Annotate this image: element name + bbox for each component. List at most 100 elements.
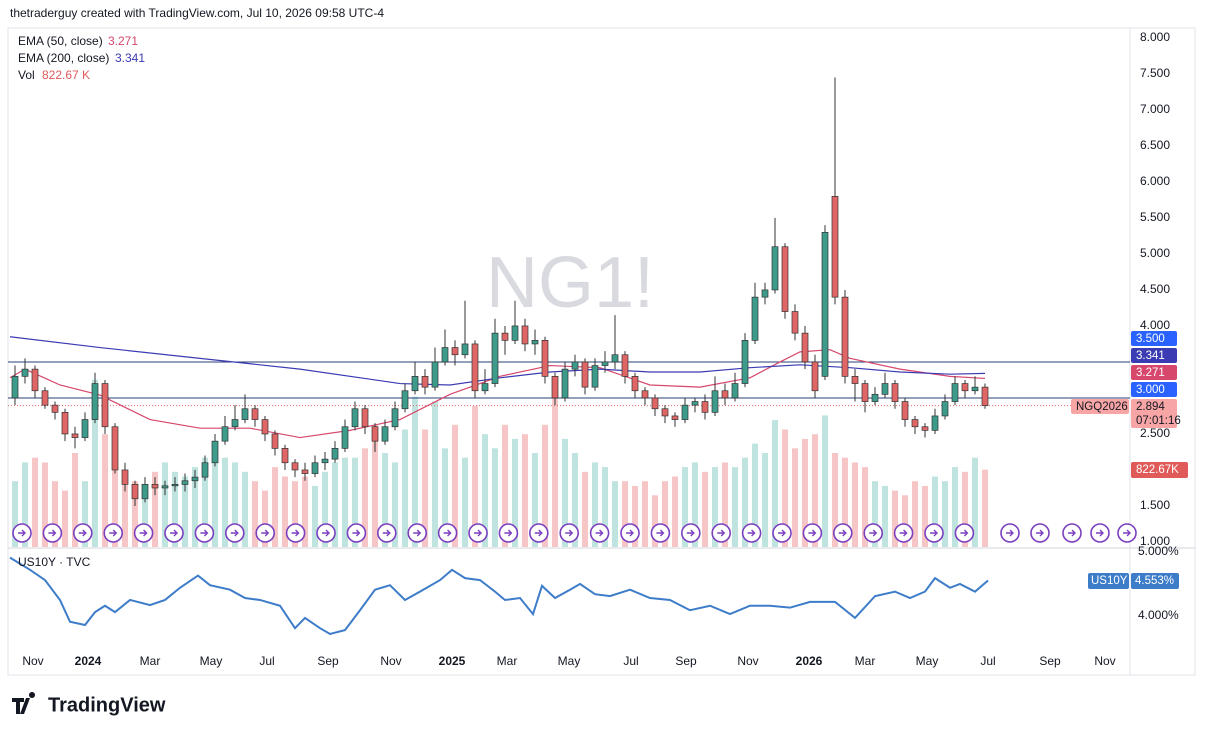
chart-frame	[7, 27, 1196, 676]
event-arrow	[1006, 529, 1014, 537]
event-arrow	[1068, 529, 1076, 537]
y-tick-label: 4.000	[1140, 318, 1170, 332]
event-arrow	[139, 529, 148, 537]
event-arrow	[1123, 529, 1131, 537]
last-price-badge: 07:01:16	[1136, 415, 1181, 427]
symbol-badge-box	[1071, 399, 1129, 414]
volume-badge: 822.67K	[1136, 464, 1179, 476]
candle-body	[541, 339, 549, 377]
volume-bar	[972, 457, 978, 547]
volume-bar	[482, 434, 488, 547]
candle-body	[891, 383, 899, 402]
candle-body	[21, 368, 29, 377]
candle-body	[741, 339, 749, 384]
event-arrow	[778, 529, 786, 537]
x-tick-label: Mar	[140, 654, 161, 668]
candle-body	[321, 458, 329, 464]
candle-body	[521, 325, 529, 345]
event-arrow	[200, 529, 209, 537]
candle-body	[241, 408, 249, 420]
volume-bar	[782, 429, 788, 547]
volume-bar	[362, 448, 368, 547]
x-tick-label: Jul	[259, 654, 274, 668]
us10y-symbol: US10Y	[1091, 575, 1128, 587]
volume-bar	[612, 481, 618, 547]
volume-bar	[902, 495, 908, 547]
volume-bar	[942, 481, 948, 547]
x-tick-label: 2026	[796, 654, 823, 668]
logo-text: TradingView	[48, 694, 166, 716]
volume-bar	[892, 490, 898, 547]
ema-line	[9, 349, 986, 439]
candle-body	[721, 390, 729, 399]
candle-body	[261, 419, 269, 435]
candle-body	[441, 347, 449, 363]
candle-body	[711, 390, 719, 413]
level-badge: 3.000	[1136, 384, 1165, 396]
volume-bar	[372, 424, 378, 547]
candle-body	[591, 365, 599, 388]
volume-bar	[872, 481, 878, 547]
candle-body	[881, 383, 889, 395]
candle-body	[421, 375, 429, 388]
y-tick-label: 7.000	[1140, 102, 1170, 116]
volume-bar	[462, 457, 468, 547]
event-arrow	[595, 529, 604, 537]
volume-bar	[342, 457, 348, 547]
candle-body	[771, 246, 779, 291]
us10y-badge-box	[1131, 573, 1179, 589]
y-tick-label: 1.000	[1140, 534, 1170, 548]
volume-bar	[532, 453, 538, 547]
legend-ema50: EMA (50, close)	[18, 34, 103, 48]
logo-mark	[12, 692, 36, 714]
volume-bar	[252, 481, 258, 547]
volume-bar	[282, 476, 288, 547]
event-arrow	[413, 529, 422, 537]
candle-body	[251, 408, 259, 420]
candle-body	[901, 401, 909, 420]
volume-bar	[832, 453, 838, 547]
volume-bar	[542, 424, 548, 547]
candle-body	[211, 440, 219, 464]
volume-bar	[92, 379, 98, 547]
ema200-badge-box	[1131, 348, 1177, 363]
volume-bar	[802, 438, 808, 547]
event-arrow	[960, 529, 969, 537]
volume-bar	[722, 462, 728, 547]
volume-bar	[382, 453, 388, 547]
level-badge: 3.500	[1136, 333, 1165, 345]
volume-bar	[752, 443, 758, 547]
candle-body	[921, 426, 929, 431]
event-arrow	[382, 529, 391, 537]
volume-bar	[732, 467, 738, 547]
y-tick-label: 5.000	[1140, 246, 1170, 260]
volume-bar	[32, 457, 38, 547]
candle-body	[731, 383, 739, 399]
candle-body	[151, 484, 159, 489]
volume-bar	[932, 476, 938, 547]
y-tick-label: 6.000	[1140, 174, 1170, 188]
candle-body	[641, 390, 649, 399]
candle-body	[351, 408, 359, 428]
candle-body	[931, 415, 939, 431]
candle-body	[371, 426, 379, 442]
volume-bar	[112, 457, 118, 547]
x-tick-label: Nov	[1094, 654, 1115, 668]
candle-body	[131, 484, 139, 500]
volume-bar	[42, 462, 48, 547]
candle-body	[941, 401, 949, 417]
candle-body	[861, 383, 869, 402]
volume-bar	[452, 424, 458, 547]
us10y-line	[9, 556, 989, 636]
lower-pane-title: US10Y · TVC	[18, 555, 91, 569]
volume-bar	[772, 420, 778, 547]
volume-bar	[52, 481, 58, 547]
candle-body	[971, 386, 979, 392]
volume-bar	[12, 481, 18, 547]
event-arrow	[717, 529, 726, 537]
volume-bar	[912, 481, 918, 547]
candle-body	[341, 426, 349, 449]
event-arrow	[109, 529, 118, 537]
volume-bar	[192, 467, 198, 547]
volume-bar	[642, 481, 648, 547]
